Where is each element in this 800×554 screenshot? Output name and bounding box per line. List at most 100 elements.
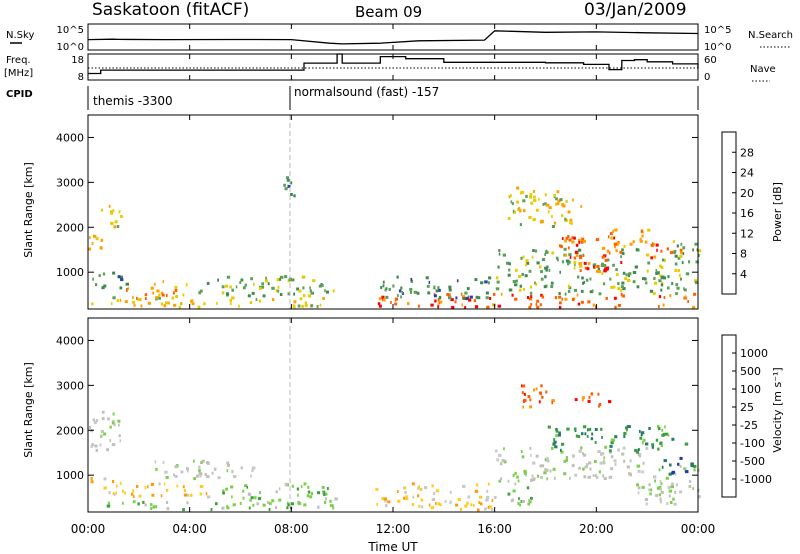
- power-cell: [309, 286, 311, 290]
- nsearch-ytick-top: 10^5: [704, 25, 731, 36]
- velocity-cell: [626, 428, 628, 432]
- velocity-colorbar-tick-label: -100: [740, 437, 765, 450]
- power-cell: [416, 291, 420, 295]
- velocity-cell: [588, 461, 592, 465]
- power-cell: [158, 296, 161, 300]
- velocity-cell: [594, 460, 597, 463]
- velocity-cell: [189, 493, 193, 497]
- power-cell: [396, 275, 399, 279]
- velocity-cell: [523, 392, 526, 396]
- power-cell: [578, 238, 581, 242]
- velocity-cell: [164, 470, 168, 474]
- power-cell: [197, 305, 201, 309]
- power-cell: [118, 210, 121, 214]
- velocity-cell: [174, 465, 178, 469]
- power-cell: [119, 298, 122, 302]
- power-cell: [428, 280, 431, 284]
- velocity-ytick-label: 1000: [56, 469, 84, 482]
- power-cell: [655, 269, 658, 273]
- power-cell: [290, 181, 293, 185]
- power-cell: [512, 280, 517, 283]
- velocity-cell: [669, 501, 673, 504]
- velocity-cell: [112, 492, 115, 495]
- power-cell: [645, 281, 648, 285]
- power-cell: [229, 302, 232, 306]
- velocity-cell: [597, 392, 600, 396]
- power-cell: [277, 285, 280, 289]
- velocity-cell: [551, 401, 554, 405]
- power-cell: [101, 286, 105, 290]
- power-cell: [173, 303, 177, 307]
- power-cell: [464, 291, 468, 295]
- velocity-cell: [660, 482, 663, 486]
- power-cell: [302, 286, 305, 290]
- power-cell: [519, 223, 522, 227]
- power-cell: [617, 303, 621, 307]
- power-cell: [174, 289, 178, 292]
- power-cell: [650, 256, 653, 260]
- power-cell: [93, 234, 97, 238]
- xtick-label: 08:00: [274, 522, 309, 536]
- velocity-cell: [629, 459, 632, 463]
- velocity-cell: [477, 508, 480, 512]
- power-cell: [597, 270, 601, 273]
- power-cell: [556, 202, 560, 206]
- velocity-cell: [660, 490, 664, 494]
- velocity-cell: [581, 432, 584, 436]
- velocity-cell: [210, 508, 213, 512]
- power-cell: [658, 279, 662, 283]
- power-ytick-label: 2000: [56, 221, 84, 234]
- velocity-cell: [155, 467, 158, 471]
- velocity-cell: [658, 468, 661, 472]
- power-cell: [475, 305, 479, 309]
- power-cell: [653, 277, 656, 280]
- velocity-cell: [551, 446, 554, 450]
- velocity-cell: [428, 503, 431, 507]
- velocity-cell: [204, 472, 207, 476]
- power-cell: [225, 292, 230, 296]
- power-cell: [595, 269, 599, 273]
- velocity-cell: [649, 492, 652, 496]
- power-cell: [250, 277, 253, 281]
- power-cell: [137, 297, 141, 301]
- power-cell: [616, 241, 620, 245]
- velocity-cell: [507, 492, 511, 496]
- power-cell: [679, 254, 683, 258]
- velocity-cell: [540, 464, 545, 468]
- velocity-colorbar-label: Velocity [m s⁻¹]: [771, 367, 784, 452]
- power-cell: [692, 248, 694, 252]
- power-cell: [577, 302, 581, 306]
- velocity-cell: [641, 441, 644, 445]
- velocity-cell: [583, 475, 587, 479]
- power-cell: [301, 304, 304, 308]
- power-panel: Slant Range [km] 1000 2000 3000 4000 4 8 12 16…: [22, 114, 784, 310]
- velocity-cell: [640, 431, 645, 435]
- cpid-label: CPID: [6, 89, 33, 100]
- velocity-cell: [636, 483, 639, 487]
- power-cell: [433, 285, 436, 289]
- velocity-cell: [517, 479, 520, 483]
- velocity-cell: [185, 467, 189, 471]
- power-cell: [492, 292, 496, 296]
- power-cell: [660, 288, 663, 292]
- power-cell: [190, 299, 194, 303]
- velocity-cell: [677, 462, 680, 466]
- power-ytick-label: 3000: [56, 176, 84, 189]
- power-cell: [646, 269, 649, 273]
- velocity-cell: [587, 475, 591, 479]
- velocity-cell: [561, 442, 565, 446]
- power-cell: [545, 203, 550, 207]
- velocity-cell: [532, 461, 536, 465]
- power-cell: [614, 245, 617, 249]
- velocity-cell: [323, 493, 326, 497]
- velocity-cell: [111, 443, 116, 447]
- velocity-cell: [588, 427, 592, 431]
- power-cell: [529, 193, 533, 197]
- velocity-yticks: 1000 2000 3000 4000: [56, 334, 698, 482]
- power-cell: [656, 248, 658, 252]
- velocity-cell: [668, 494, 671, 498]
- velocity-cell: [658, 485, 662, 489]
- freq-series-line: [88, 53, 699, 75]
- power-cell: [527, 296, 530, 299]
- power-cell: [110, 211, 114, 215]
